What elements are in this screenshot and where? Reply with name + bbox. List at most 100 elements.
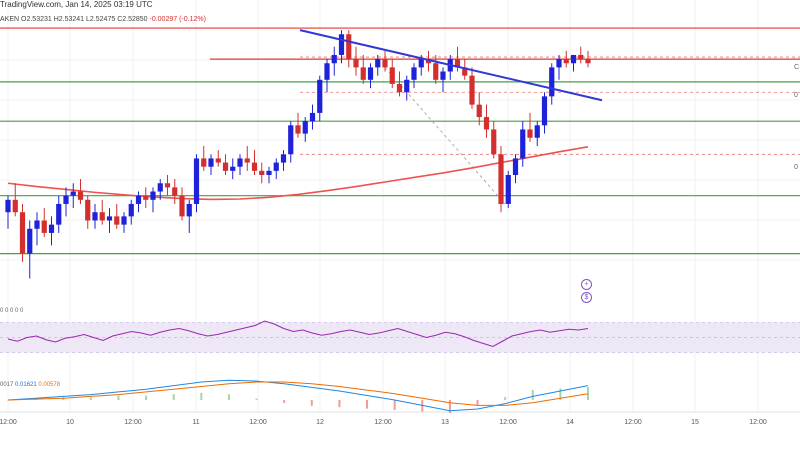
candle-body: [92, 212, 98, 221]
candle-body: [302, 121, 308, 134]
candle-body: [150, 191, 156, 200]
candle-body: [396, 83, 403, 93]
candle-body: [317, 79, 323, 113]
candle-body: [85, 199, 91, 221]
candle-body: [259, 170, 265, 175]
rsi-pane: [7, 320, 589, 348]
x-tick-label: 13: [441, 419, 449, 426]
candle-body: [476, 104, 482, 118]
candle-body: [483, 117, 490, 130]
candle-body: [563, 59, 569, 64]
candle-body: [106, 216, 113, 221]
candle-body: [34, 220, 40, 229]
candle-body: [135, 195, 142, 204]
x-tick-label: 12:00: [624, 419, 642, 426]
candle-body: [27, 228, 33, 254]
candle-body: [585, 59, 591, 64]
x-tick-label: 15: [691, 419, 699, 426]
candle-body: [404, 79, 410, 93]
symbol: AKEN: [0, 16, 20, 23]
candle-body: [128, 203, 134, 217]
candle-body: [425, 59, 432, 64]
candle-body: [244, 158, 250, 163]
candle-body: [549, 67, 555, 97]
macd-histogram-bar: [200, 392, 203, 400]
candle-body: [99, 212, 105, 221]
candle-body: [48, 224, 55, 233]
candle-body: [179, 195, 185, 217]
x-tick-label: 11: [192, 419, 200, 426]
candle-body: [375, 59, 381, 68]
macd-histogram-bar: [310, 400, 313, 406]
candle-body: [389, 67, 395, 84]
bearish-trend-line: [299, 29, 603, 102]
x-tick-label: 10: [66, 419, 74, 426]
candle-body: [570, 54, 577, 64]
candle-body: [353, 59, 359, 68]
macd-pane: [7, 379, 589, 413]
candle-body: [12, 199, 18, 213]
candle-body: [295, 125, 301, 134]
candle-body: [324, 63, 330, 80]
candle-body: [498, 154, 504, 204]
candle-body: [273, 162, 279, 171]
candle-body: [440, 71, 446, 80]
macd-histogram-bar: [7, 400, 9, 401]
candle-body: [208, 158, 214, 167]
candle-body: [520, 129, 526, 159]
macd-histogram-bar: [145, 395, 148, 400]
rsi-band: [0, 322, 800, 353]
macd-val-a: 0017: [0, 382, 14, 388]
candle-body: [541, 96, 548, 126]
candle-body: [288, 125, 294, 155]
macd-histogram-bar: [504, 397, 507, 400]
candle-body: [556, 59, 562, 68]
candle-body: [367, 67, 374, 80]
macd-histogram-bar: [255, 398, 258, 400]
rsi-label: 0 0 0 0 0: [0, 308, 24, 314]
candle-body: [157, 183, 163, 192]
macd-label: 0017 0.01621 0.00578: [0, 382, 60, 388]
x-tick-label: 12:00: [0, 419, 17, 426]
candle-body: [237, 158, 243, 167]
macd-histogram-bar: [366, 400, 369, 409]
header-title: TradingView.com, Jan 14, 2025 03:19 UTC: [0, 0, 153, 9]
candle-body: [5, 199, 11, 213]
candle-body: [491, 129, 497, 155]
macd-histogram-bar: [531, 389, 534, 400]
macd-histogram-bar: [89, 397, 92, 400]
candle-body: [56, 203, 62, 225]
candle-body: [215, 158, 221, 163]
candle-body: [527, 129, 533, 138]
moving-average: [7, 146, 589, 201]
candle-body: [331, 54, 337, 64]
ohlc-low: L2.52475: [86, 16, 116, 23]
candle-body: [411, 67, 417, 80]
candle-body: [433, 63, 439, 80]
candle-body: [41, 220, 47, 233]
candle-body: [143, 195, 149, 200]
x-tick-label: 12:00: [499, 419, 517, 426]
candle-body: [280, 154, 287, 163]
macd-histogram-bar: [283, 400, 286, 403]
candle-body: [193, 158, 200, 204]
dollar-circle-icon[interactable]: $: [581, 292, 592, 303]
candle-body: [201, 158, 207, 167]
macd-histogram-bar: [587, 387, 589, 400]
x-tick-label: 12:00: [749, 419, 767, 426]
plus-circle-icon[interactable]: +: [581, 279, 592, 290]
ohlc-line: AKEN O2.53231 H2.53241 L2.52475 C2.52850…: [0, 16, 206, 23]
ohlc-change: -0.00297 (-0.12%): [149, 16, 206, 23]
candles: [5, 30, 591, 279]
x-tick-label: 14: [566, 419, 574, 426]
candle-body: [512, 158, 519, 175]
ohlc-close: C2.52850: [117, 16, 148, 23]
rsi-line: [7, 320, 589, 348]
ohlc-high: H2.53241: [53, 16, 85, 23]
candle-body: [469, 75, 475, 105]
macd-histogram-bar: [559, 388, 562, 400]
x-tick-label: 12:00: [124, 419, 142, 426]
macd-histogram-bar: [338, 400, 341, 408]
candle-body: [63, 195, 69, 204]
